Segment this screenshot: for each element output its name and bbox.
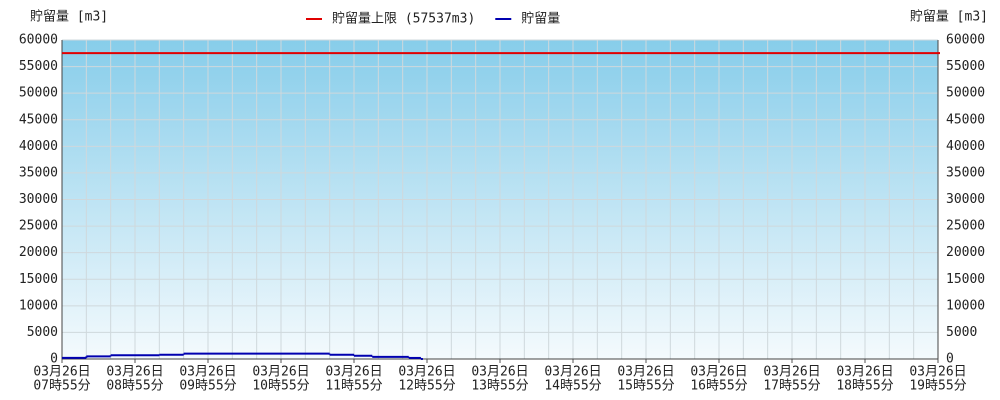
x-tick-label: 08時55分: [106, 379, 163, 394]
x-tick-label: 14時55分: [544, 379, 601, 394]
y-tick-label: 20000: [19, 245, 58, 260]
x-tick-date: 03月26日: [544, 365, 601, 380]
y-tick-label: 60000: [19, 33, 58, 48]
y-tick-label: 50000: [19, 86, 58, 101]
y2-tick-label: 35000: [946, 165, 985, 180]
y-tick-label: 15000: [19, 272, 58, 287]
x-tick-date: 03月26日: [471, 365, 528, 380]
x-tick-label: 19時55分: [909, 379, 966, 394]
legend-label: 貯留量: [521, 12, 560, 27]
x-tick-date: 03月26日: [617, 365, 674, 380]
legend-label: 貯留量上限 (57537m3): [332, 12, 475, 27]
x-tick-date: 03月26日: [33, 365, 90, 380]
x-tick-date: 03月26日: [106, 365, 163, 380]
x-tick-label: 18時55分: [836, 379, 893, 394]
x-tick-date: 03月26日: [836, 365, 893, 380]
y-tick-label: 55000: [19, 59, 58, 74]
y2-tick-label: 55000: [946, 59, 985, 74]
y-tick-label: 35000: [19, 165, 58, 180]
x-tick-date: 03月26日: [325, 365, 382, 380]
x-tick-date: 03月26日: [690, 365, 747, 380]
y2-tick-label: 30000: [946, 192, 985, 207]
y2-tick-label: 45000: [946, 112, 985, 127]
y-tick-label: 10000: [19, 298, 58, 313]
y-tick-label: 40000: [19, 139, 58, 154]
x-tick-label: 17時55分: [763, 379, 820, 394]
y2-tick-label: 15000: [946, 272, 985, 287]
x-tick-label: 12時55分: [398, 379, 455, 394]
y2-tick-label: 25000: [946, 219, 985, 234]
x-tick-date: 03月26日: [252, 365, 309, 380]
x-tick-label: 16時55分: [690, 379, 747, 394]
y-tick-label: 0: [50, 352, 58, 367]
x-tick-label: 15時55分: [617, 379, 674, 394]
x-tick-label: 09時55分: [179, 379, 236, 394]
y-tick-label: 45000: [19, 112, 58, 127]
y2-tick-label: 0: [946, 352, 954, 367]
y-axis-label: 貯留量 [m3]: [30, 10, 108, 25]
x-tick-label: 07時55分: [33, 379, 90, 394]
y-tick-label: 5000: [27, 325, 58, 340]
y2-tick-label: 5000: [946, 325, 977, 340]
y2-tick-label: 50000: [946, 86, 985, 101]
x-tick-date: 03月26日: [398, 365, 455, 380]
x-tick-date: 03月26日: [179, 365, 236, 380]
x-tick-label: 10時55分: [252, 379, 309, 394]
y2-axis-label: 貯留量 [m3]: [910, 10, 988, 25]
y2-tick-label: 20000: [946, 245, 985, 260]
x-tick-label: 11時55分: [325, 379, 382, 394]
x-tick-date: 03月26日: [909, 365, 966, 380]
y-tick-label: 25000: [19, 219, 58, 234]
y2-tick-label: 60000: [946, 33, 985, 48]
y2-tick-label: 10000: [946, 298, 985, 313]
y-tick-label: 30000: [19, 192, 58, 207]
x-tick-label: 13時55分: [471, 379, 528, 394]
legend: 貯留量上限 (57537m3) 貯留量: [306, 12, 560, 27]
x-tick-date: 03月26日: [763, 365, 820, 380]
y2-tick-label: 40000: [946, 139, 985, 154]
